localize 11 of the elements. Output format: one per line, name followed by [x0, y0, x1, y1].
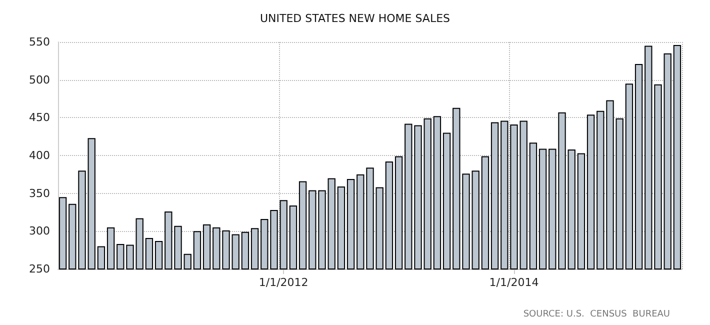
source-note: SOURCE: U.S. CENSUS BUREAU: [523, 310, 670, 320]
y-tick-label: 450: [29, 111, 50, 124]
y-tick-label: 250: [29, 262, 50, 276]
chart-title: UNITED STATES NEW HOME SALES: [260, 12, 450, 25]
y-tick-label: 550: [29, 36, 50, 48]
y-tick-label: 350: [29, 186, 50, 200]
x-tick-label: 1/1/2014: [489, 276, 539, 289]
y-tick-label: 400: [29, 149, 50, 162]
x-tick-label: 1/1/2012: [258, 276, 308, 289]
y-tick-label: 500: [29, 73, 50, 86]
y-tick-label: 300: [29, 224, 50, 238]
